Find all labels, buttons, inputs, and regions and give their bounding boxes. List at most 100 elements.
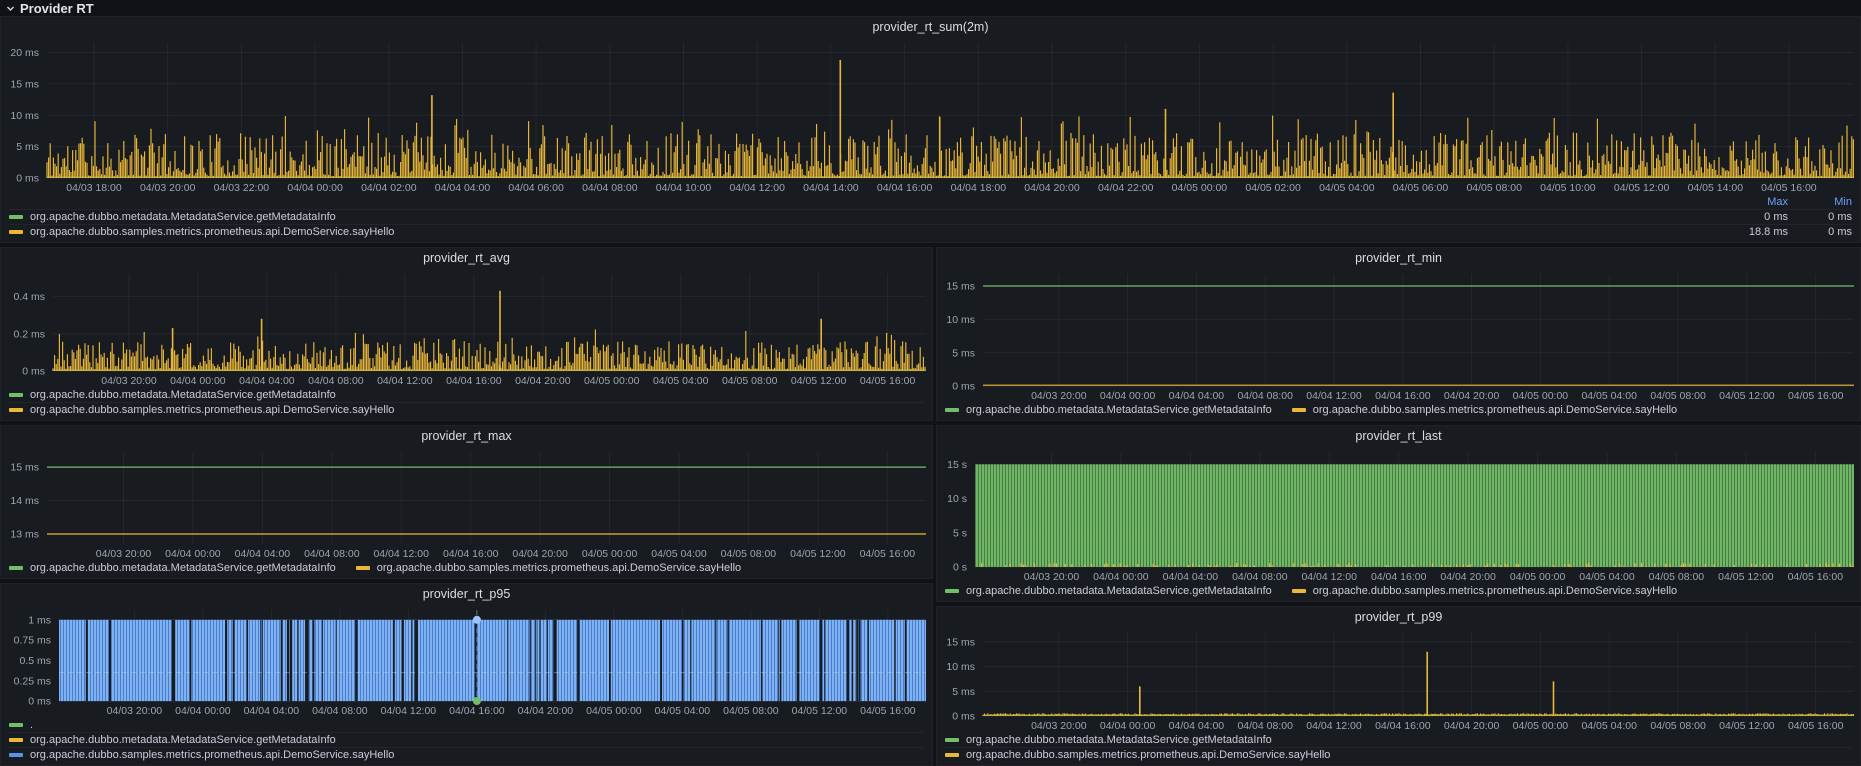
legend-series-color bbox=[945, 738, 959, 742]
x-tick-label: 04/04 16:00 bbox=[1375, 720, 1431, 732]
x-tick-label: 04/05 12:00 bbox=[1719, 720, 1775, 732]
legend-item[interactable]: org.apache.dubbo.samples.metrics.prometh… bbox=[9, 749, 394, 761]
legend-series-color bbox=[9, 215, 23, 219]
x-tick-label: 04/04 12:00 bbox=[1301, 571, 1357, 583]
x-tick-label: 04/05 04:00 bbox=[653, 375, 709, 387]
x-tick-label: 04/05 04:00 bbox=[1581, 720, 1637, 732]
legend-item[interactable]: org.apache.dubbo.metadata.MetadataServic… bbox=[9, 211, 1724, 223]
y-tick-label: 0.2 ms bbox=[13, 328, 45, 340]
x-tick-label: 04/04 08:00 bbox=[312, 705, 368, 717]
legend-series-color bbox=[9, 566, 23, 570]
x-tick-label: 04/05 08:00 bbox=[723, 705, 779, 717]
legend-item[interactable]: . bbox=[9, 719, 33, 731]
legend-item[interactable]: org.apache.dubbo.metadata.MetadataServic… bbox=[945, 404, 1272, 416]
legend-column-max[interactable]: Max bbox=[1724, 196, 1788, 208]
x-tick-label: 04/05 10:00 bbox=[1540, 182, 1596, 194]
panel-legend: org.apache.dubbo.metadata.MetadataServic… bbox=[1, 561, 932, 578]
x-tick-label: 04/05 08:00 bbox=[1649, 571, 1705, 583]
panel-title[interactable]: provider_rt_last bbox=[937, 426, 1860, 446]
legend-item[interactable]: org.apache.dubbo.samples.metrics.prometh… bbox=[356, 562, 741, 574]
x-tick-label: 04/04 00:00 bbox=[287, 182, 343, 194]
x-tick-label: 04/04 20:00 bbox=[1444, 720, 1500, 732]
panel-title[interactable]: provider_rt_sum(2m) bbox=[1, 17, 1860, 37]
legend-series-label: org.apache.dubbo.samples.metrics.prometh… bbox=[377, 562, 741, 574]
panel-title[interactable]: provider_rt_min bbox=[937, 248, 1860, 268]
legend-row: org.apache.dubbo.samples.metrics.prometh… bbox=[9, 747, 924, 762]
x-tick-label: 04/05 04:00 bbox=[1581, 390, 1637, 402]
panel-title[interactable]: provider_rt_p95 bbox=[1, 584, 932, 604]
x-tick-label: 04/04 12:00 bbox=[381, 705, 437, 717]
panel-title[interactable]: provider_rt_max bbox=[1, 426, 932, 446]
x-tick-label: 04/03 20:00 bbox=[1024, 571, 1080, 583]
legend-value: 0 ms bbox=[1788, 226, 1852, 238]
dashboard-row-header[interactable]: Provider RT bbox=[0, 0, 94, 16]
legend-item[interactable]: org.apache.dubbo.metadata.MetadataServic… bbox=[945, 585, 1272, 597]
x-tick-label: 04/05 00:00 bbox=[582, 548, 638, 560]
legend-column-min[interactable]: Min bbox=[1788, 196, 1852, 208]
x-tick-label: 04/05 00:00 bbox=[1513, 720, 1569, 732]
panel-legend: org.apache.dubbo.metadata.MetadataServic… bbox=[937, 584, 1860, 601]
chart-canvas[interactable]: 15 s10 s5 s0 s04/03 20:0004/04 00:0004/0… bbox=[937, 446, 1860, 584]
x-tick-label: 04/03 20:00 bbox=[1031, 390, 1087, 402]
legend-series-label: . bbox=[30, 719, 33, 731]
x-tick-label: 04/05 08:00 bbox=[721, 548, 777, 560]
panel-provider-rt-sum: provider_rt_sum(2m) 20 ms15 ms10 ms5 ms0… bbox=[0, 16, 1861, 243]
legend-item[interactable]: org.apache.dubbo.samples.metrics.prometh… bbox=[9, 226, 1724, 238]
panel-provider-rt-p99: provider_rt_p99 15 ms10 ms5 ms0 ms04/03 … bbox=[936, 606, 1861, 766]
chart-canvas[interactable]: 15 ms14 ms13 ms04/03 20:0004/04 00:0004/… bbox=[1, 446, 932, 561]
legend-series-label: org.apache.dubbo.metadata.MetadataServic… bbox=[30, 211, 336, 223]
legend-item[interactable]: org.apache.dubbo.metadata.MetadataServic… bbox=[945, 734, 1272, 746]
x-tick-label: 04/05 12:00 bbox=[790, 548, 846, 560]
x-tick-label: 04/05 08:00 bbox=[722, 375, 778, 387]
y-tick-label: 13 ms bbox=[10, 529, 39, 541]
legend-row: org.apache.dubbo.metadata.MetadataServic… bbox=[9, 561, 924, 575]
legend-series-color bbox=[945, 408, 959, 412]
legend-series-label: org.apache.dubbo.samples.metrics.prometh… bbox=[1313, 404, 1677, 416]
y-tick-label: 0 ms bbox=[28, 696, 51, 708]
legend-item[interactable]: org.apache.dubbo.samples.metrics.prometh… bbox=[1292, 404, 1677, 416]
x-tick-label: 04/04 12:00 bbox=[729, 182, 785, 194]
x-tick-label: 04/04 16:00 bbox=[877, 182, 933, 194]
y-tick-label: 0 ms bbox=[16, 173, 39, 185]
legend-series-label: org.apache.dubbo.metadata.MetadataServic… bbox=[966, 585, 1272, 597]
x-tick-label: 04/04 16:00 bbox=[1371, 571, 1427, 583]
panel-provider-rt-p95: provider_rt_p95 1 ms0.75 ms0.5 ms0.25 ms… bbox=[0, 583, 933, 766]
legend-row: org.apache.dubbo.metadata.MetadataServic… bbox=[9, 388, 924, 402]
panel-title[interactable]: provider_rt_p99 bbox=[937, 607, 1860, 627]
chart-canvas[interactable]: 20 ms15 ms10 ms5 ms0 ms04/03 18:0004/03 … bbox=[1, 37, 1860, 195]
y-tick-label: 0.5 ms bbox=[19, 655, 51, 667]
legend-item[interactable]: org.apache.dubbo.metadata.MetadataServic… bbox=[9, 389, 336, 401]
legend-header-row: MaxMin bbox=[9, 195, 1852, 209]
x-tick-label: 04/05 08:00 bbox=[1650, 390, 1706, 402]
chart-canvas[interactable]: 1 ms0.75 ms0.5 ms0.25 ms0 ms04/03 20:000… bbox=[1, 604, 932, 718]
x-tick-label: 04/04 08:00 bbox=[1232, 571, 1288, 583]
y-tick-label: 15 ms bbox=[946, 281, 975, 293]
legend-item[interactable]: org.apache.dubbo.samples.metrics.prometh… bbox=[945, 749, 1330, 761]
x-tick-label: 04/04 04:00 bbox=[435, 182, 491, 194]
x-tick-label: 04/05 00:00 bbox=[1172, 182, 1228, 194]
y-tick-label: 10 ms bbox=[946, 314, 975, 326]
legend-series-label: org.apache.dubbo.samples.metrics.prometh… bbox=[966, 749, 1330, 761]
collapse-chevron-icon bbox=[6, 4, 15, 13]
x-tick-label: 04/04 00:00 bbox=[1100, 720, 1156, 732]
x-tick-label: 04/03 22:00 bbox=[214, 182, 270, 194]
chart-canvas[interactable]: 0.4 ms0.2 ms0 ms04/03 20:0004/04 00:0004… bbox=[1, 268, 932, 388]
hover-point-top bbox=[473, 616, 481, 624]
chart-canvas[interactable]: 15 ms10 ms5 ms0 ms04/03 20:0004/04 00:00… bbox=[937, 627, 1860, 733]
legend-series-color bbox=[945, 753, 959, 757]
x-tick-label: 04/04 20:00 bbox=[512, 548, 568, 560]
legend-series-label: org.apache.dubbo.samples.metrics.prometh… bbox=[30, 404, 394, 416]
panel-title[interactable]: provider_rt_avg bbox=[1, 248, 932, 268]
x-tick-label: 04/04 04:00 bbox=[244, 705, 300, 717]
legend-item[interactable]: org.apache.dubbo.metadata.MetadataServic… bbox=[9, 562, 336, 574]
y-tick-label: 20 ms bbox=[10, 47, 39, 59]
y-tick-label: 15 s bbox=[947, 459, 967, 471]
legend-item[interactable]: org.apache.dubbo.samples.metrics.prometh… bbox=[9, 404, 394, 416]
legend-row: org.apache.dubbo.metadata.MetadataServic… bbox=[945, 733, 1852, 747]
panel-legend: . org.apache.dubbo.metadata.MetadataServi… bbox=[1, 718, 932, 765]
legend-item[interactable]: org.apache.dubbo.samples.metrics.prometh… bbox=[1292, 585, 1677, 597]
legend-item[interactable]: org.apache.dubbo.metadata.MetadataServic… bbox=[9, 734, 336, 746]
x-tick-label: 04/04 20:00 bbox=[515, 375, 571, 387]
chart-canvas[interactable]: 15 ms10 ms5 ms0 ms04/03 20:0004/04 00:00… bbox=[937, 268, 1860, 403]
y-tick-label: 15 ms bbox=[10, 78, 39, 90]
